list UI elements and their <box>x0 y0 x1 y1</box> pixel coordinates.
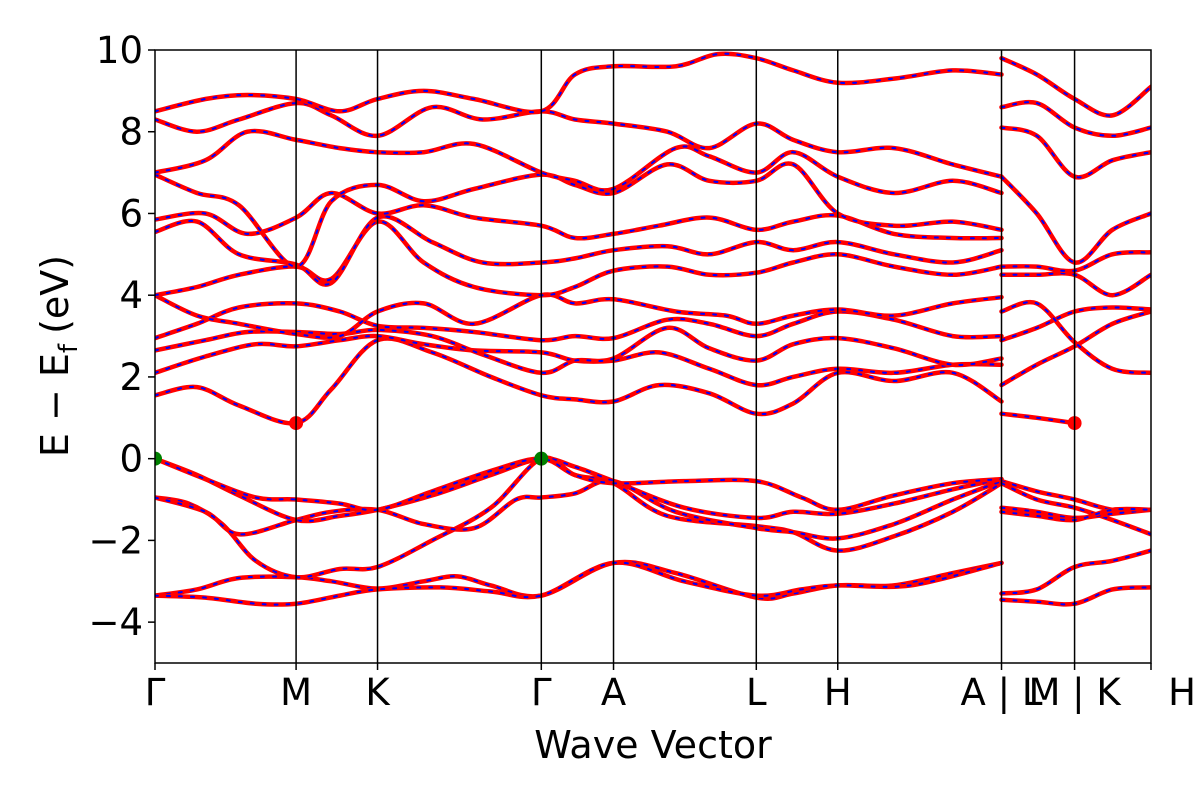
band-line-fit-21 <box>1000 301 1151 374</box>
x-tick-label-8: M | K <box>1028 671 1122 714</box>
x-tick-label-2: K <box>365 671 391 714</box>
band-line-fit-29 <box>1000 482 1151 536</box>
band-line-dft-13 <box>155 190 1004 241</box>
y-axis-label-subscript: f <box>54 343 84 353</box>
y-tick-label-5: 6 <box>119 192 143 235</box>
band-line-dft-16 <box>155 100 1004 179</box>
band-line-dft-24 <box>999 174 1151 265</box>
band-line-fit-2 <box>155 456 1003 579</box>
band-line-fit-18 <box>1000 412 1076 425</box>
band-line-dft-22 <box>999 271 1151 298</box>
band-line-fit-25 <box>1000 126 1151 179</box>
kpoint-lines-layer <box>295 50 1076 663</box>
y-tick-label-4: 4 <box>119 274 143 317</box>
plot-frame <box>154 49 1152 664</box>
band-line-dft-15 <box>155 128 1004 196</box>
band-line-dft-4 <box>155 456 1004 524</box>
band-line-fit-32 <box>1000 549 1151 595</box>
x-tick-label-0: Γ <box>145 671 166 714</box>
vbm-marker-0 <box>155 451 162 466</box>
band-line-fit-6 <box>155 337 1003 425</box>
band-line-fit-14 <box>155 162 1003 268</box>
band-line-dft-17 <box>155 51 1004 115</box>
band-line-fit-20 <box>1000 306 1151 342</box>
x-tick-label-9: H <box>1168 671 1196 714</box>
y-axis-label-unit: (eV) <box>33 255 77 334</box>
y-tick-label-6: 8 <box>119 111 143 154</box>
y-tick-label-1: −2 <box>88 519 143 562</box>
band-line-dft-9 <box>155 300 1004 343</box>
y-tick-label-3: 2 <box>119 356 143 399</box>
x-ticks-layer: Γ M K Γ A L H A | LM | K H <box>145 663 1196 714</box>
x-tick-label-3: Γ <box>531 671 552 714</box>
y-tick-label-7: 10 <box>96 29 143 72</box>
band-line-fit-1 <box>155 561 1003 606</box>
band-line-fit-4 <box>155 457 1003 523</box>
y-axis-label-main: E − E <box>33 353 77 457</box>
x-tick-label-5: L <box>746 671 767 714</box>
band-line-fit-16 <box>155 102 1003 178</box>
band-line-fit-13 <box>155 191 1003 240</box>
band-line-fit-19 <box>1000 310 1151 387</box>
x-tick-label-7: A | L <box>961 671 1043 714</box>
y-tick-label-0: −4 <box>88 601 143 644</box>
band-line-fit-26 <box>1000 101 1151 137</box>
x-tick-label-1: M <box>280 671 312 714</box>
band-line-dft-20 <box>999 305 1151 343</box>
band-line-dft-6 <box>155 336 1004 426</box>
band-line-dft-1 <box>155 560 1004 607</box>
x-tick-label-4: A <box>601 671 626 714</box>
band-line-fit-24 <box>1000 175 1151 264</box>
band-line-fit-8 <box>155 326 1003 374</box>
y-ticks-layer: −4 −2 0 2 4 6 8 10 <box>88 29 155 644</box>
y-axis-label: E − Ef (eV) <box>33 255 84 457</box>
band-line-dft-0 <box>155 559 1004 601</box>
x-tick-label-6: H <box>824 671 852 714</box>
y-tick-label-2: 0 <box>119 438 143 481</box>
x-axis-label: Wave Vector <box>534 723 772 767</box>
band-line-fit-5 <box>155 457 1003 512</box>
